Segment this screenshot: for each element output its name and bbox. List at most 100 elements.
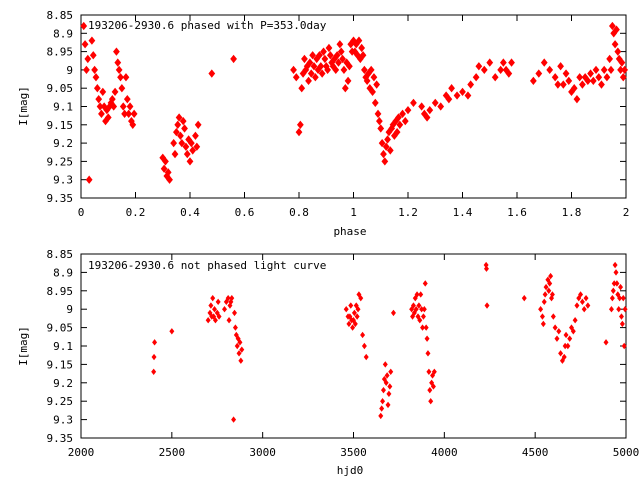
- data-point: [111, 87, 119, 97]
- data-point: [382, 361, 388, 368]
- chart-title: 193206-2930.6 not phased light curve: [88, 259, 326, 272]
- data-point: [431, 368, 437, 375]
- data-point: [422, 280, 428, 287]
- data-point: [386, 390, 392, 398]
- data-point: [563, 331, 569, 339]
- y-tick-label: 9.2: [53, 137, 73, 150]
- data-point: [173, 127, 180, 137]
- y-tick-label: 9.3: [53, 414, 73, 427]
- data-point: [227, 302, 233, 309]
- data-point: [621, 65, 629, 75]
- data-point: [547, 280, 553, 287]
- data-point: [614, 47, 622, 56]
- data-point: [122, 73, 130, 82]
- x-tick-label: 2: [623, 206, 630, 219]
- data-point: [415, 313, 421, 320]
- data-point: [292, 73, 300, 82]
- data-point: [350, 324, 356, 331]
- data-point: [521, 294, 527, 302]
- data-point: [557, 62, 564, 71]
- data-point: [581, 306, 587, 313]
- data-point: [108, 95, 116, 104]
- data-point: [491, 73, 499, 82]
- data-point: [169, 328, 175, 335]
- data-point: [104, 113, 112, 122]
- data-point: [467, 80, 475, 89]
- data-point: [194, 120, 202, 129]
- data-point: [380, 149, 387, 159]
- y-tick-label: 9.2: [53, 377, 73, 390]
- data-point: [295, 127, 303, 137]
- data-point: [579, 298, 585, 306]
- data-point: [497, 65, 505, 75]
- data-point: [565, 76, 573, 86]
- data-point: [178, 138, 186, 148]
- data-point: [559, 80, 567, 89]
- data-point: [459, 87, 466, 97]
- data-point: [356, 291, 362, 298]
- data-point: [130, 109, 138, 118]
- data-point: [351, 317, 356, 324]
- data-point: [324, 65, 331, 75]
- data-point: [600, 65, 608, 75]
- data-point: [614, 280, 620, 287]
- data-point: [320, 47, 327, 56]
- x-tick-label: 3000: [249, 446, 276, 459]
- data-point: [118, 84, 126, 93]
- data-point: [171, 149, 179, 159]
- data-point: [609, 294, 615, 302]
- data-point: [113, 47, 120, 56]
- data-point: [618, 58, 626, 67]
- data-point: [410, 98, 417, 107]
- data-point: [83, 65, 90, 75]
- data-point: [333, 51, 341, 60]
- data-point: [618, 283, 624, 291]
- data-point: [123, 95, 131, 104]
- data-point: [505, 69, 513, 78]
- data-point: [621, 342, 627, 350]
- data-point: [546, 287, 552, 294]
- data-point: [535, 69, 543, 78]
- data-point: [445, 95, 453, 104]
- data-point: [618, 313, 624, 320]
- data-point: [290, 65, 297, 75]
- data-point: [151, 368, 157, 375]
- data-point: [609, 21, 616, 31]
- data-point: [584, 76, 592, 86]
- data-point: [210, 294, 216, 302]
- data-point: [603, 339, 609, 346]
- data-point: [418, 102, 425, 111]
- y-tick-label: 9: [66, 303, 73, 316]
- data-point: [608, 306, 614, 313]
- data-point: [549, 294, 554, 302]
- y-tick-label: 9.35: [47, 432, 74, 445]
- data-point: [187, 138, 195, 148]
- data-point: [321, 54, 329, 64]
- data-point: [358, 43, 366, 53]
- points: [80, 21, 629, 184]
- data-point: [346, 62, 353, 71]
- data-point: [89, 51, 97, 60]
- data-point: [412, 294, 418, 302]
- data-point: [552, 324, 558, 331]
- y-tick-label: 9.15: [47, 358, 74, 371]
- data-point: [81, 40, 89, 49]
- data-point: [554, 335, 560, 342]
- data-point: [424, 335, 430, 342]
- data-point: [316, 51, 323, 60]
- data-point: [223, 298, 229, 306]
- data-point: [360, 331, 366, 339]
- data-point: [212, 306, 218, 313]
- data-point: [326, 51, 334, 60]
- data-point: [355, 36, 363, 45]
- data-point: [369, 87, 376, 97]
- data-point: [540, 320, 546, 328]
- data-point: [371, 98, 379, 107]
- data-point: [603, 73, 611, 82]
- data-point: [151, 353, 157, 361]
- data-point: [325, 43, 333, 53]
- data-point: [573, 95, 581, 104]
- data-point: [416, 302, 422, 309]
- data-point: [464, 91, 472, 100]
- y-axis-label: I[mag]: [17, 86, 30, 126]
